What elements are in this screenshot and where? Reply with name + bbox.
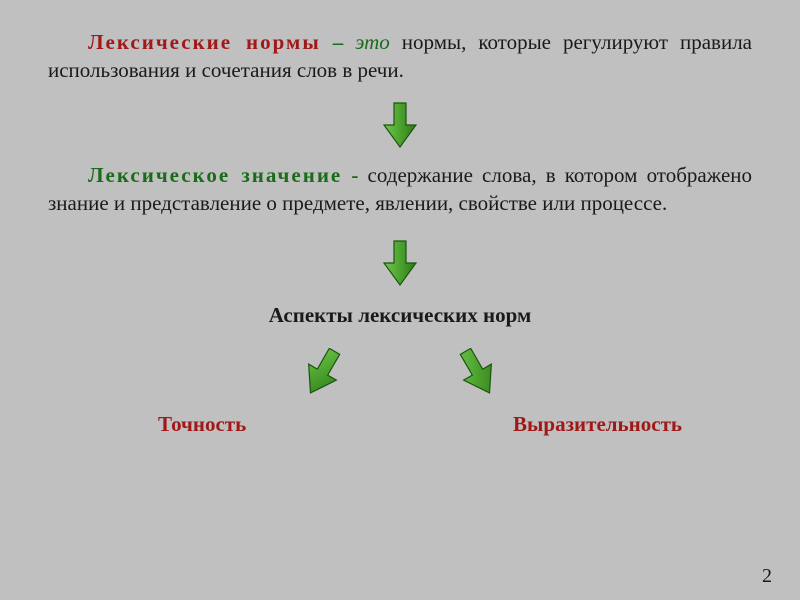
- branch-left-label: Точность: [158, 412, 246, 437]
- dash-1: –: [333, 30, 344, 54]
- term-lexical-norms: Лексические нормы: [88, 30, 321, 54]
- page-number: 2: [762, 565, 772, 588]
- arrow-down-2: [48, 239, 752, 287]
- branch-right-label: Выразительность: [513, 412, 682, 437]
- branch-labels: Точность Выразительность: [48, 412, 752, 437]
- aspects-title: Аспекты лексических норм: [48, 303, 752, 328]
- paragraph-lexical-norms: Лексические нормы – это нормы, которые р…: [48, 28, 752, 85]
- branch-arrows-container: [48, 348, 752, 398]
- term-lexical-meaning: Лексическое значение: [88, 163, 342, 187]
- paragraph-lexical-meaning: Лексическое значение - содержание слова,…: [48, 161, 752, 218]
- arrow-diagonal-left: [294, 348, 350, 398]
- eto-word: это: [355, 30, 390, 54]
- arrow-down-1: [48, 101, 752, 149]
- arrow-diagonal-right: [450, 348, 506, 398]
